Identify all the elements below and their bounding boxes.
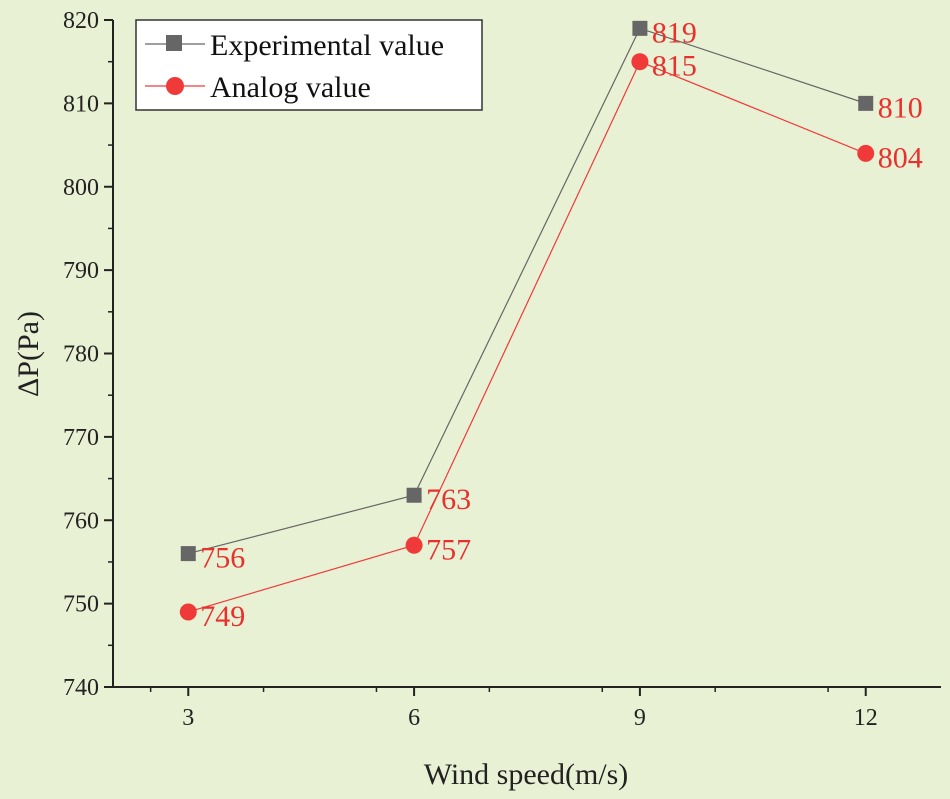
data-point-square xyxy=(180,546,196,562)
legend-box xyxy=(135,19,483,111)
legend-marker-square xyxy=(166,35,182,51)
data-label: 749 xyxy=(200,600,245,633)
y-tick-label: 790 xyxy=(63,258,99,284)
x-axis-title: Wind speed(m/s) xyxy=(424,758,629,791)
x-tick-label: 6 xyxy=(408,705,420,731)
y-tick-label: 820 xyxy=(63,8,99,34)
legend-label-analog: Analog value xyxy=(210,71,371,104)
data-label: 810 xyxy=(878,91,923,124)
legend-marker-circle xyxy=(166,77,184,95)
y-tick-label: 810 xyxy=(63,91,99,117)
y-tick-label: 800 xyxy=(63,175,99,201)
data-label: 757 xyxy=(426,533,471,566)
y-tick-label: 740 xyxy=(63,675,99,701)
data-point-circle xyxy=(857,144,875,162)
data-point-circle xyxy=(405,536,423,554)
data-label: 815 xyxy=(652,50,697,83)
axes: 740 750 760 770 780 790 800 810 820 3 6 9 12 xyxy=(63,8,941,731)
y-tick-label: 780 xyxy=(63,342,99,368)
data-point-circle xyxy=(179,603,197,621)
data-point-circle xyxy=(631,53,649,71)
y-tick-label: 770 xyxy=(63,425,99,451)
data-label: 763 xyxy=(426,483,471,516)
series-line-experimental xyxy=(188,27,866,555)
legend: Experimental value Analog value xyxy=(135,19,483,111)
legend-label-experimental: Experimental value xyxy=(210,29,444,62)
data-labels: 756 763 819 810 749 757 815 804 xyxy=(200,16,922,633)
data-label: 756 xyxy=(200,542,245,575)
data-label: 819 xyxy=(652,16,697,49)
series-line-analog xyxy=(188,60,866,613)
y-tick-label: 760 xyxy=(63,508,99,534)
data-point-square xyxy=(858,95,874,111)
x-tick-label: 9 xyxy=(634,705,646,731)
series-layer xyxy=(179,20,875,621)
x-tick-label: 3 xyxy=(182,705,194,731)
y-axis-title: ΔP(Pa) xyxy=(12,311,45,397)
y-tick-label: 750 xyxy=(63,592,99,618)
data-point-square xyxy=(632,20,648,36)
x-tick-label: 12 xyxy=(854,705,878,731)
data-label: 804 xyxy=(878,141,923,174)
data-point-square xyxy=(406,487,422,503)
